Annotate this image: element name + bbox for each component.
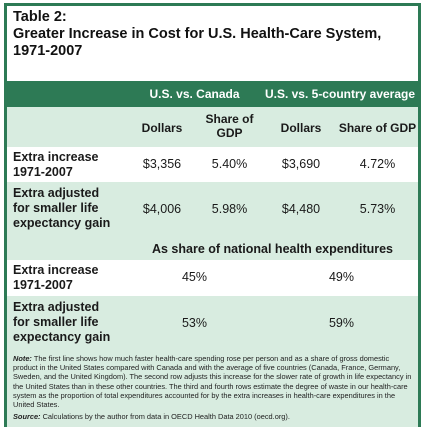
group-header-five-country: U.S. vs. 5-country average — [264, 87, 416, 101]
note-paragraph: Note: The first line shows how much fast… — [13, 354, 412, 409]
title-line-1: Table 2: — [13, 9, 67, 25]
table-row-extra-adjusted: Extra adjusted for smaller life expectan… — [7, 182, 418, 238]
col-header-share-line1: Share of — [205, 112, 254, 126]
group-header-canada: U.S. vs. Canada — [149, 87, 240, 101]
cell-avg-share-nhe: 59% — [328, 316, 355, 330]
cell-canada-share-nhe: 53% — [181, 316, 208, 330]
section-header: As share of national health expenditures — [7, 238, 418, 260]
col-header-avg-share: Share of GDP — [338, 121, 417, 135]
col-header-share-line2: GDP — [216, 126, 243, 140]
source-label: Source: — [13, 412, 41, 422]
table-row-share-extra-increase: Extra increase 1971-2007 45% 49% — [7, 260, 418, 296]
cell-canada-share-nhe: 45% — [181, 270, 208, 284]
row-label-line1: Extra adjusted — [13, 186, 100, 200]
row-label-line2: for smaller life — [13, 201, 99, 215]
row-label-line2: 1971-2007 — [13, 165, 73, 179]
row-label: Extra increase 1971-2007 — [13, 150, 98, 180]
title-line-3: 1971-2007 — [13, 43, 83, 59]
title-line-2: Greater Increase in Cost for U.S. Health… — [13, 26, 382, 42]
col-header-canada-share: Share of GDP — [197, 112, 262, 140]
row-label-line1: Extra increase — [13, 150, 99, 164]
cell-canada-dollars: $4,006 — [142, 202, 182, 216]
col-header-avg-dollars: Dollars — [280, 121, 322, 135]
row-label-line2: for smaller life — [13, 315, 99, 329]
cell-canada-dollars: $3,356 — [142, 157, 182, 171]
row-label: Extra adjusted for smaller life expectan… — [13, 300, 110, 345]
source-paragraph: Source: Calculations by the author from … — [13, 412, 412, 421]
table-title: Table 2: Greater Increase in Cost for U.… — [7, 6, 418, 74]
table-row-share-extra-adjusted: Extra adjusted for smaller life expectan… — [7, 296, 418, 352]
section-header-text: As share of national health expenditures — [151, 242, 394, 256]
table-frame: Table 2: Greater Increase in Cost for U.… — [4, 3, 421, 427]
column-header-row: Dollars Share of GDP Dollars Share of GD… — [7, 107, 418, 147]
cell-canada-share: 5.40% — [211, 157, 248, 171]
row-label-line2: 1971-2007 — [13, 278, 73, 292]
note-label: Note: — [13, 354, 32, 363]
note-text: The first line shows how much faster hea… — [13, 354, 412, 410]
table-row-extra-increase: Extra increase 1971-2007 $3,356 5.40% $3… — [7, 147, 418, 182]
row-label: Extra adjusted for smaller life expectan… — [13, 186, 110, 231]
table-notes: Note: The first line shows how much fast… — [7, 352, 418, 427]
cell-avg-share: 4.72% — [359, 157, 396, 171]
cell-avg-dollars: $3,690 — [281, 157, 321, 171]
source-text: Calculations by the author from data in … — [42, 412, 290, 422]
cell-avg-share: 5.73% — [359, 202, 396, 216]
row-label-line1: Extra adjusted — [13, 300, 100, 314]
cell-avg-share-nhe: 49% — [328, 270, 355, 284]
row-label-line3: expectancy gain — [13, 330, 111, 344]
cell-canada-share: 5.98% — [211, 202, 248, 216]
cell-avg-dollars: $4,480 — [281, 202, 321, 216]
group-header-row: U.S. vs. Canada U.S. vs. 5-country avera… — [7, 81, 418, 107]
row-label-line3: expectancy gain — [13, 216, 111, 230]
col-header-canada-dollars: Dollars — [141, 121, 183, 135]
row-label: Extra increase 1971-2007 — [13, 263, 98, 293]
row-label-line1: Extra increase — [13, 263, 99, 277]
